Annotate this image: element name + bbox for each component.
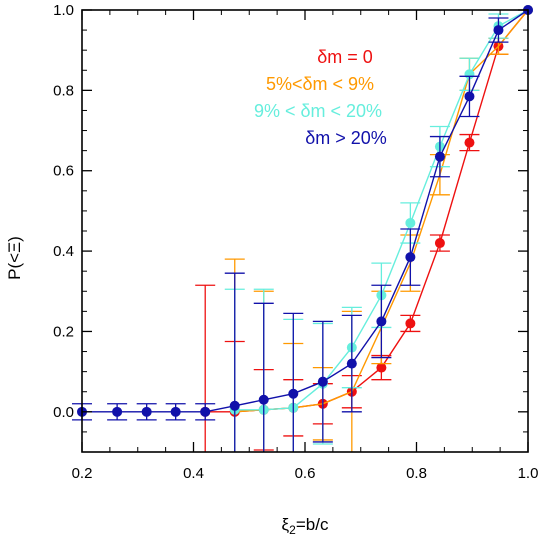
data-point bbox=[493, 25, 504, 36]
legend-entry-3: 9% < δm < 20% bbox=[254, 101, 382, 121]
series-4 bbox=[72, 5, 533, 452]
y-tick-label: 0.0 bbox=[53, 404, 74, 421]
series-1-line bbox=[205, 9, 529, 413]
x-tick-label: 0.2 bbox=[72, 465, 93, 482]
data-point bbox=[434, 238, 445, 249]
data-point bbox=[288, 388, 299, 399]
data-point bbox=[464, 137, 475, 148]
x-axis-title: ξ2=b/c bbox=[282, 515, 329, 537]
y-tick-label: 0.2 bbox=[53, 323, 74, 340]
data-point bbox=[229, 400, 240, 411]
data-point bbox=[317, 376, 328, 387]
y-tick-label: 0.4 bbox=[53, 243, 74, 260]
data-point bbox=[405, 252, 416, 263]
data-point bbox=[141, 406, 152, 417]
x-tick-label: 0.6 bbox=[295, 465, 316, 482]
data-point bbox=[434, 151, 445, 162]
x-tick-label: 1.0 bbox=[518, 465, 539, 482]
legend-entry-4: δm > 20% bbox=[305, 128, 387, 148]
data-point bbox=[200, 406, 211, 417]
data-point bbox=[170, 406, 181, 417]
axes-layer: 0.2 0.4 0.6 0.8 1.0 0.0 0.2 0.4 0.6 0.8 1.0 bbox=[53, 2, 538, 482]
data-point bbox=[464, 91, 475, 102]
y-tick-label: 0.6 bbox=[53, 163, 74, 180]
data-point bbox=[258, 394, 269, 405]
y-tick-label: 0.8 bbox=[53, 82, 74, 99]
y-axis-title: P(<Ξ) bbox=[5, 236, 24, 280]
x-tick-label: 0.4 bbox=[183, 465, 204, 482]
legend-entry-1: δm = 0 bbox=[317, 47, 373, 67]
y-tick-label: 1.0 bbox=[53, 2, 74, 19]
data-point bbox=[376, 362, 387, 373]
x-tick-label: 0.8 bbox=[406, 465, 427, 482]
data-point bbox=[376, 316, 387, 327]
data-point bbox=[346, 358, 357, 369]
series-4-line bbox=[82, 9, 529, 413]
data-point bbox=[112, 406, 123, 417]
data-point bbox=[405, 318, 416, 329]
legend: δm = 0 5%<δm < 9% 9% < δm < 20% δm > 20% bbox=[254, 47, 387, 148]
series-3 bbox=[224, 5, 533, 452]
data-point bbox=[405, 217, 416, 228]
series-layer bbox=[72, 5, 533, 452]
series-1 bbox=[195, 5, 533, 452]
legend-entry-2: 5%<δm < 9% bbox=[266, 74, 374, 94]
